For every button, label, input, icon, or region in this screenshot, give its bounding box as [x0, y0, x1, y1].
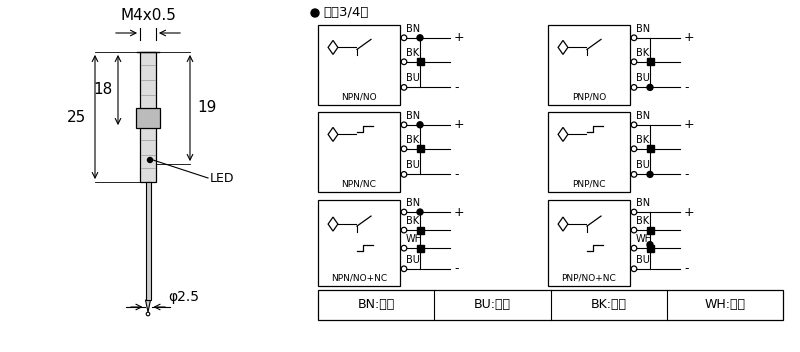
Bar: [318, 112, 400, 192]
Text: -: -: [454, 262, 458, 275]
Bar: [646, 245, 654, 252]
Bar: [318, 25, 400, 105]
Polygon shape: [558, 127, 568, 142]
Bar: [140, 52, 156, 182]
Text: BU: BU: [406, 255, 420, 265]
Circle shape: [311, 9, 319, 17]
Text: -: -: [454, 168, 458, 181]
Bar: [646, 227, 654, 234]
Circle shape: [647, 84, 653, 90]
Bar: [646, 145, 654, 152]
Text: BK:黑色: BK:黑色: [590, 298, 626, 312]
Text: 18: 18: [94, 82, 113, 98]
Text: BU: BU: [636, 161, 650, 170]
Text: BU:兰色: BU:兰色: [474, 298, 511, 312]
Text: +: +: [684, 31, 694, 44]
Text: 19: 19: [197, 101, 216, 115]
Bar: [548, 200, 630, 286]
Polygon shape: [558, 217, 568, 231]
Bar: [136, 108, 160, 128]
Text: BK: BK: [406, 135, 419, 145]
Text: BK: BK: [406, 48, 419, 58]
Polygon shape: [328, 40, 338, 55]
Text: BN: BN: [636, 24, 650, 34]
Text: PNP/NC: PNP/NC: [572, 180, 606, 189]
Text: BU: BU: [406, 161, 420, 170]
Bar: [417, 145, 423, 152]
Circle shape: [417, 122, 423, 128]
Text: WH: WH: [406, 234, 423, 244]
Text: BN: BN: [406, 24, 420, 34]
Bar: [318, 290, 783, 320]
Text: -: -: [684, 81, 689, 94]
Circle shape: [647, 242, 653, 248]
Bar: [548, 25, 630, 105]
Text: BN: BN: [406, 198, 420, 208]
Circle shape: [417, 35, 423, 41]
Text: BK: BK: [636, 48, 649, 58]
Bar: [548, 112, 630, 192]
Circle shape: [647, 171, 653, 177]
Polygon shape: [328, 217, 338, 231]
Text: 25: 25: [66, 109, 86, 125]
Circle shape: [147, 157, 153, 163]
Polygon shape: [146, 300, 150, 312]
Text: BN: BN: [406, 111, 420, 121]
Text: BU: BU: [406, 74, 420, 83]
Bar: [318, 200, 400, 286]
Text: BN: BN: [636, 111, 650, 121]
Text: BU: BU: [636, 255, 650, 265]
Text: +: +: [454, 118, 465, 131]
Text: BN: BN: [636, 198, 650, 208]
Bar: [417, 245, 423, 252]
Bar: [417, 58, 423, 65]
Text: -: -: [684, 262, 689, 275]
Text: +: +: [454, 206, 465, 219]
Text: BU: BU: [636, 74, 650, 83]
Polygon shape: [328, 127, 338, 142]
Text: PNP/NO: PNP/NO: [572, 93, 606, 101]
Bar: [146, 182, 150, 300]
Text: +: +: [454, 31, 465, 44]
Text: NPN/NO+NC: NPN/NO+NC: [331, 274, 387, 283]
Circle shape: [146, 312, 150, 316]
Text: PNP/NO+NC: PNP/NO+NC: [562, 274, 616, 283]
Polygon shape: [558, 40, 568, 55]
Text: BK: BK: [636, 216, 649, 226]
Text: +: +: [684, 118, 694, 131]
Bar: [417, 227, 423, 234]
Text: -: -: [454, 81, 458, 94]
Text: BN:棕色: BN:棕色: [358, 298, 394, 312]
Text: NPN/NO: NPN/NO: [341, 93, 377, 101]
Text: -: -: [684, 168, 689, 181]
Text: LED: LED: [210, 171, 234, 184]
Text: WH:白色: WH:白色: [704, 298, 746, 312]
Text: +: +: [684, 206, 694, 219]
Text: NPN/NC: NPN/NC: [342, 180, 377, 189]
Circle shape: [417, 209, 423, 215]
Text: BK: BK: [636, 135, 649, 145]
Text: M4x0.5: M4x0.5: [120, 7, 176, 23]
Text: WH: WH: [636, 234, 653, 244]
Text: BK: BK: [406, 216, 419, 226]
Text: 直涁3/4线: 直涁3/4线: [323, 6, 368, 19]
Bar: [646, 58, 654, 65]
Text: φ2.5: φ2.5: [168, 290, 199, 304]
